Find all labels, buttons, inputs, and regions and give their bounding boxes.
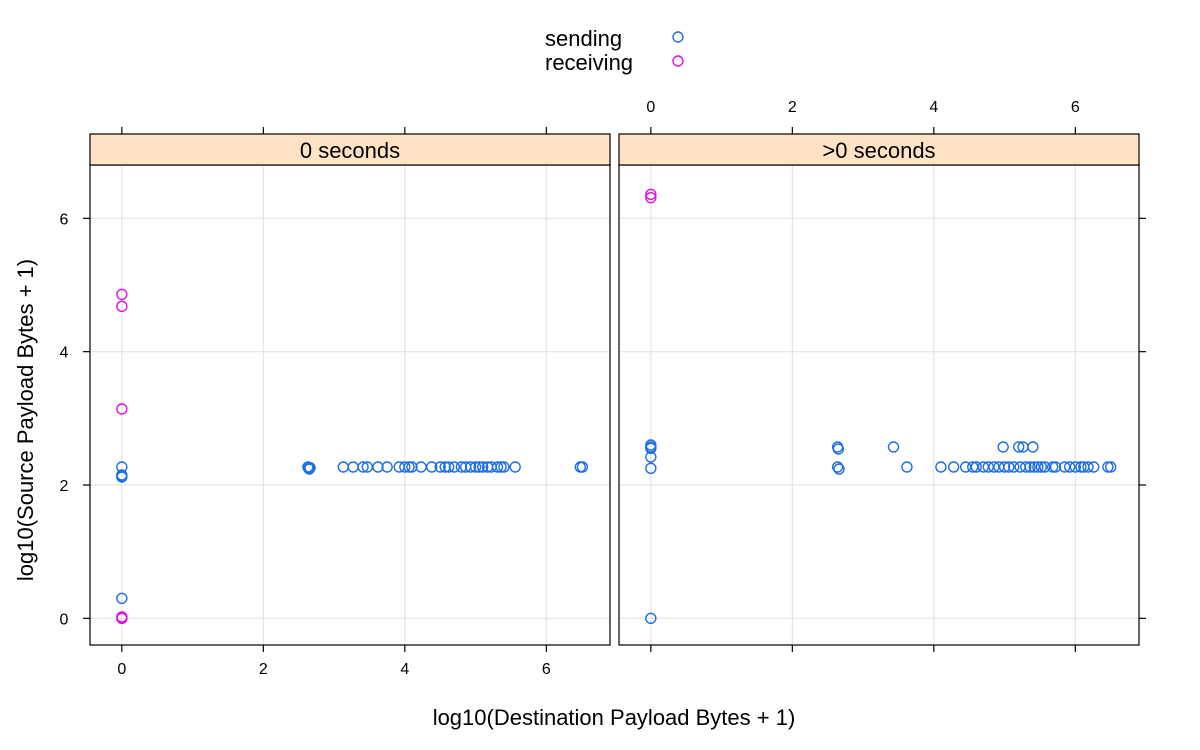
point-receiving (645, 191, 657, 204)
x-tick-label: 6 (542, 661, 551, 678)
y-tick-label: 4 (60, 345, 69, 362)
point-sending (935, 461, 947, 473)
point-sending (576, 461, 589, 473)
point-sending (469, 461, 482, 473)
point-sending (1027, 441, 1039, 453)
point-sending (1075, 461, 1087, 473)
point-sending (476, 461, 489, 473)
point-sending (645, 612, 657, 625)
x-tick-label: 0 (646, 99, 655, 116)
panel-points (116, 288, 589, 625)
point-sending (1046, 461, 1059, 473)
x-tick-label: 2 (259, 661, 268, 678)
y-tick-label: 2 (60, 478, 69, 495)
point-sending (116, 592, 128, 605)
point-sending (439, 461, 451, 473)
point-sending (1063, 461, 1076, 473)
panel-strip (618, 133, 1140, 166)
point-sending (1105, 461, 1117, 473)
panel-ticks (650, 127, 1146, 652)
point-sending (1024, 461, 1036, 473)
point-sending (998, 461, 1011, 473)
y-axis-title: log10(Source Payload Bytes + 1) (13, 259, 38, 581)
point-sending (455, 461, 468, 473)
point-sending (832, 443, 845, 455)
x-tick-label: 0 (117, 661, 126, 678)
panel-frame (618, 164, 1140, 646)
panel-points (645, 188, 1117, 625)
point-sending (645, 462, 657, 475)
legend-marker-sending (672, 31, 684, 43)
point-sending (403, 461, 415, 473)
x-axis-title: log10(Destination Payload Bytes + 1) (433, 705, 796, 730)
point-sending (645, 442, 657, 455)
point-sending (1013, 441, 1025, 453)
strip-label: 0 seconds (300, 138, 400, 163)
point-sending (1049, 461, 1062, 473)
point-receiving (116, 403, 128, 415)
point-sending (833, 463, 845, 475)
point-sending (498, 461, 510, 473)
panel-grid (90, 165, 610, 645)
point-receiving (645, 188, 657, 201)
point-sending (372, 461, 384, 473)
point-sending (491, 461, 504, 473)
point-sending (406, 461, 418, 473)
point-sending (448, 461, 461, 473)
point-sending (1008, 461, 1020, 473)
panel-gt0-seconds: >0 seconds (618, 127, 1146, 652)
point-sending (947, 461, 960, 473)
point-sending (1003, 461, 1015, 473)
point-sending (426, 461, 438, 473)
point-sending (887, 441, 900, 453)
x-tick-label: 2 (788, 99, 797, 116)
point-sending (901, 461, 913, 473)
legend: sending receiving (545, 26, 684, 75)
point-sending (495, 461, 507, 473)
point-sending (831, 461, 844, 473)
point-sending (1082, 461, 1094, 473)
point-sending (464, 461, 477, 473)
point-receiving (116, 300, 128, 313)
point-sending (442, 461, 455, 473)
point-sending (1102, 461, 1114, 473)
y-tick-label: 0 (60, 611, 69, 628)
point-sending (381, 461, 393, 473)
panel-strip (89, 133, 611, 166)
panel-frame (89, 164, 611, 646)
point-sending (304, 461, 316, 474)
point-sending (116, 471, 128, 483)
point-sending (1069, 461, 1082, 473)
point-sending (357, 461, 369, 473)
legend-label-receiving: receiving (545, 50, 633, 75)
point-receiving (116, 288, 128, 301)
point-sending (509, 461, 521, 473)
point-sending (399, 461, 411, 473)
x-tick-label: 6 (1071, 99, 1080, 116)
point-sending (337, 461, 349, 473)
point-sending (1088, 461, 1100, 473)
panel-grid (619, 165, 1139, 645)
x-tick-label: 4 (400, 661, 409, 678)
point-sending (473, 461, 485, 473)
tick-labels: 0 2 4 6 0 2 4 6 0 2 4 6 (60, 99, 1080, 678)
point-sending (1020, 461, 1032, 473)
point-sending (434, 461, 446, 473)
point-sending (347, 461, 359, 473)
point-sending (1035, 461, 1048, 473)
legend-marker-receiving (672, 55, 684, 67)
legend-label-sending: sending (545, 26, 622, 51)
strip-label: >0 seconds (822, 138, 935, 163)
point-sending (997, 441, 1009, 453)
y-tick-label: 6 (60, 211, 69, 228)
x-tick-label: 4 (929, 99, 938, 116)
panel-0-seconds: 0 seconds (83, 127, 611, 652)
panel-ticks (83, 127, 547, 652)
point-sending (970, 461, 982, 473)
point-sending (645, 451, 657, 463)
point-sending (1032, 461, 1044, 473)
point-receiving (116, 612, 128, 625)
